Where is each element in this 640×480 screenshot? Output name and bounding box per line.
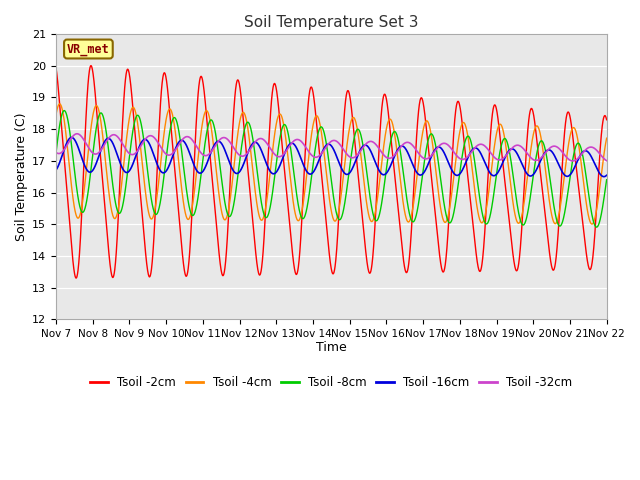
Y-axis label: Soil Temperature (C): Soil Temperature (C) <box>15 112 28 241</box>
Title: Soil Temperature Set 3: Soil Temperature Set 3 <box>244 15 419 30</box>
Text: VR_met: VR_met <box>67 43 110 56</box>
Legend: Tsoil -2cm, Tsoil -4cm, Tsoil -8cm, Tsoil -16cm, Tsoil -32cm: Tsoil -2cm, Tsoil -4cm, Tsoil -8cm, Tsoi… <box>86 371 577 394</box>
X-axis label: Time: Time <box>316 340 347 354</box>
